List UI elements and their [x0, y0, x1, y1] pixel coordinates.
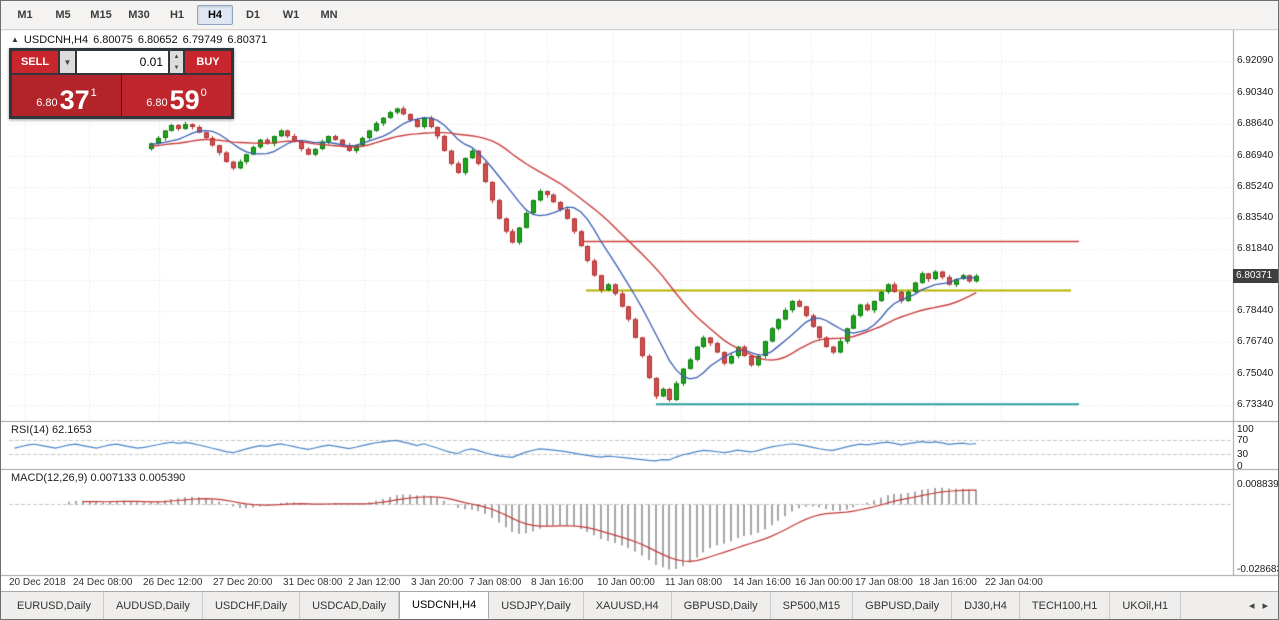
sell-price[interactable]: 6.80 37 1: [12, 75, 122, 116]
buy-price-pip-digit: 0: [200, 87, 207, 99]
date-axis-label: 14 Jan 16:00: [733, 577, 791, 588]
price-axis-label: 6.81840: [1237, 242, 1274, 254]
date-axis-label: 10 Jan 00:00: [597, 577, 655, 588]
price-axis-label: 6.83540: [1237, 211, 1274, 223]
date-axis-label: 17 Jan 08:00: [855, 577, 913, 588]
symbol-tab-audusd-1[interactable]: AUDUSD,Daily: [104, 592, 203, 619]
volume-up-icon[interactable]: ▲: [173, 53, 180, 60]
volume-stepper[interactable]: ▲ ▼: [170, 51, 183, 73]
current-price-badge: 6.80371: [1233, 268, 1278, 283]
timeframe-button-m15[interactable]: M15: [90, 9, 112, 21]
price-axis-label: 6.92090: [1237, 55, 1274, 67]
chart-high-value: 6.80652: [137, 34, 178, 46]
timeframe-button-m1[interactable]: M1: [17, 9, 33, 21]
date-axis-label: 16 Jan 00:00: [795, 577, 853, 588]
price-axis-label: 6.76740: [1237, 336, 1274, 348]
symbol-tab-usdjpy-5[interactable]: USDJPY,Daily: [489, 592, 584, 619]
buy-price-big-digits: 59: [169, 85, 200, 115]
symbol-tab-gbpusd-9[interactable]: GBPUSD,Daily: [853, 592, 953, 619]
volume-down-icon[interactable]: ▼: [173, 64, 180, 71]
date-axis-label: 3 Jan 20:00: [411, 577, 464, 588]
rsi-scale-label: 0: [1237, 460, 1243, 472]
sell-price-big-digits: 37: [59, 85, 90, 115]
timeframe-button-h4[interactable]: H4: [197, 5, 233, 25]
tabs-scroll-right-icon[interactable]: ▸: [1262, 600, 1268, 612]
price-axis-label: 6.78440: [1237, 305, 1274, 317]
rsi-indicator-label: RSI(14) 62.1653: [11, 424, 92, 436]
rsi-scale-label: 70: [1237, 434, 1249, 446]
macd-scale-label: -0.028683: [1237, 564, 1279, 575]
date-axis-label: 31 Dec 08:00: [283, 577, 343, 588]
date-axis-label: 11 Jan 08:00: [665, 577, 723, 588]
symbol-tab-usdcnh-4[interactable]: USDCNH,H4: [399, 591, 490, 619]
price-axis-label: 6.90340: [1237, 87, 1274, 99]
chart-symbol-period: USDCNH,H4: [23, 34, 89, 46]
timeframe-button-m5[interactable]: M5: [55, 9, 71, 21]
symbol-tab-xauusd-6[interactable]: XAUUSD,H4: [584, 592, 672, 619]
sell-button[interactable]: SELL: [12, 51, 58, 73]
buy-price[interactable]: 6.80 59 0: [122, 75, 231, 116]
chart-low-value: 6.79749: [182, 34, 223, 46]
timeframe-button-h1[interactable]: H1: [169, 9, 185, 21]
price-axis-label: 6.73340: [1237, 398, 1274, 410]
date-axis-label: 7 Jan 08:00: [469, 577, 522, 588]
price-axis-label: 6.86940: [1237, 149, 1274, 161]
price-axis-label: 6.75040: [1237, 367, 1274, 379]
rsi-scale-label: 100: [1237, 423, 1254, 435]
rsi-scale-label: 30: [1237, 449, 1249, 461]
symbol-tab-ukoil-12[interactable]: UKOil,H1: [1110, 592, 1182, 619]
price-axis-label: 6.88640: [1237, 118, 1274, 130]
price-axis-label: 6.85240: [1237, 180, 1274, 192]
date-axis-label: 2 Jan 12:00: [348, 577, 401, 588]
chart-symbol-icon: ▲: [11, 35, 19, 44]
chart-title: ▲ USDCNH,H4 6.80075 6.80652 6.79749 6.80…: [11, 34, 267, 46]
date-axis-label: 24 Dec 08:00: [73, 577, 133, 588]
date-axis-label: 27 Dec 20:00: [213, 577, 273, 588]
volume-input[interactable]: 0.01: [77, 51, 168, 73]
symbol-tab-gbpusd-7[interactable]: GBPUSD,Daily: [672, 592, 771, 619]
buy-price-prefix: 6.80: [146, 97, 168, 109]
timeframe-toolbar: M1 M5 M15 M30 H1 H4 D1 W1 MN: [1, 1, 1278, 30]
date-axis-label: 22 Jan 04:00: [985, 577, 1043, 588]
chart-close-value: 6.80371: [227, 34, 268, 46]
date-axis-label: 26 Dec 12:00: [143, 577, 203, 588]
timeframe-button-m30[interactable]: M30: [128, 9, 150, 21]
tabs-scroll-left-icon[interactable]: ◂: [1248, 600, 1255, 612]
one-click-trading-panel: SELL ▼ 0.01 ▲ ▼ BUY 6.80 37 1 6.80 59 0: [9, 48, 234, 119]
sell-price-prefix: 6.80: [36, 97, 58, 109]
symbol-tab-dj30-10[interactable]: DJ30,H4: [952, 592, 1020, 619]
timeframe-button-mn[interactable]: MN: [320, 9, 338, 21]
price-chart[interactable]: [1, 29, 1278, 593]
timeframe-button-w1[interactable]: W1: [282, 9, 300, 21]
symbol-tab-sp500-8[interactable]: SP500,M15: [771, 592, 854, 619]
date-axis-label: 18 Jan 16:00: [919, 577, 977, 588]
sell-price-pip-digit: 1: [90, 87, 97, 99]
symbol-tab-eurusd-0[interactable]: EURUSD,Daily: [5, 592, 104, 619]
date-axis-label: 20 Dec 2018: [9, 577, 66, 588]
tab-scroll-controls: ◂ ▸: [1239, 592, 1278, 619]
symbol-tab-tech100-11[interactable]: TECH100,H1: [1020, 592, 1111, 619]
date-axis-label: 8 Jan 16:00: [531, 577, 584, 588]
buy-button[interactable]: BUY: [185, 51, 231, 73]
macd-scale-label: 0.008839: [1237, 479, 1279, 490]
symbol-tabbar: EURUSD,Daily AUDUSD,Daily USDCHF,Daily USDC…: [1, 591, 1278, 619]
symbol-tab-usdcad-3[interactable]: USDCAD,Daily: [300, 592, 400, 619]
macd-indicator-label: MACD(12,26,9) 0.007133 0.005390: [11, 472, 186, 484]
timeframe-button-d1[interactable]: D1: [245, 9, 261, 21]
volume-dropdown-icon[interactable]: ▼: [60, 51, 75, 73]
symbol-tab-usdchf-2[interactable]: USDCHF,Daily: [203, 592, 301, 619]
chart-open-value: 6.80075: [93, 34, 133, 46]
